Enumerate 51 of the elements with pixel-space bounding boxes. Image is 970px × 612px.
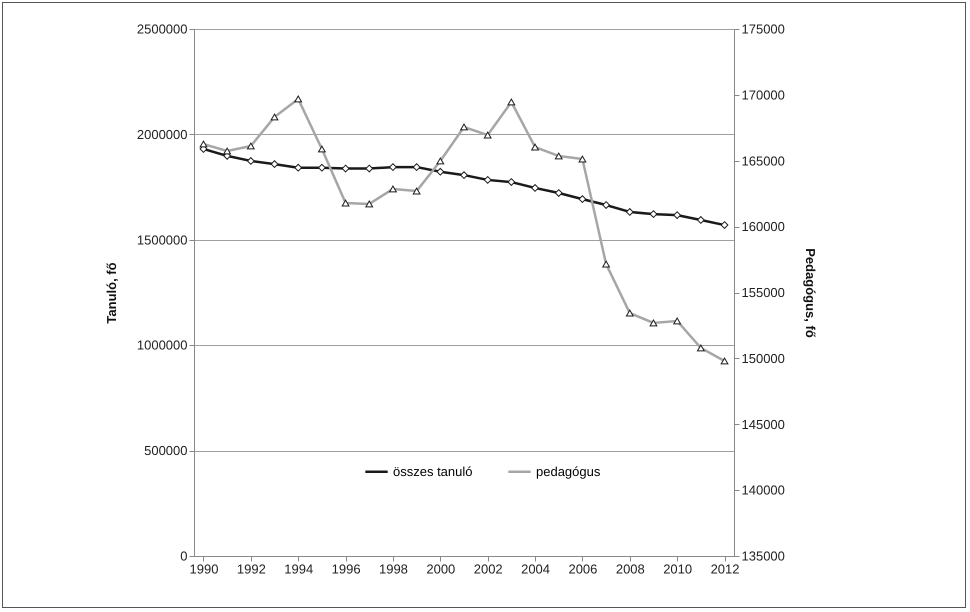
x-tick-label: 1994	[284, 562, 314, 576]
x-tick-label: 2002	[474, 562, 503, 576]
y-tick-label: 1000000	[136, 338, 188, 353]
y2-tick-label: 145000	[742, 416, 785, 432]
point	[365, 164, 374, 172]
point	[508, 178, 516, 186]
point	[342, 164, 350, 172]
y2-tick-label: 175000	[742, 22, 785, 36]
y-axis-title: Tanuló, fő	[104, 262, 119, 324]
point	[602, 201, 610, 209]
y2-tick-label: 150000	[742, 350, 785, 366]
y2-axis-title: Pedagógus, fő	[802, 248, 818, 338]
point	[720, 221, 728, 229]
x-tick-label: 1998	[378, 562, 408, 576]
x-tick-label: 1990	[190, 562, 218, 576]
point	[626, 208, 634, 216]
x-tick-label: 2008	[616, 562, 645, 576]
x-tick-label: 2012	[710, 562, 740, 576]
x-tick-label: 2010	[663, 562, 692, 576]
y2-tick-label: 165000	[742, 153, 785, 168]
y2-tick-label: 170000	[742, 87, 785, 102]
y-tick-label: 2000000	[136, 126, 188, 142]
point	[484, 176, 492, 184]
point	[554, 189, 563, 197]
y2-tick-label: 160000	[742, 219, 785, 234]
point	[696, 216, 705, 224]
y2-tick-label: 135000	[742, 548, 785, 564]
y-tick-label: 500000	[144, 443, 188, 458]
y-tick-label: 0	[180, 548, 188, 564]
x-tick-label: 2000	[426, 562, 456, 576]
point	[318, 164, 326, 172]
point	[650, 210, 658, 218]
y-tick-label: 2500000	[136, 22, 188, 36]
legend-label: pedagógus	[536, 464, 601, 479]
point	[436, 168, 444, 176]
legend-label: összes tanuló	[393, 464, 472, 479]
point	[389, 163, 397, 171]
point	[246, 157, 255, 165]
y2-tick-label: 155000	[742, 285, 785, 300]
x-tick-label: 2006	[568, 562, 598, 576]
point	[531, 184, 539, 192]
y-tick-label: 1500000	[136, 232, 188, 248]
point	[673, 211, 682, 219]
point	[578, 195, 586, 203]
x-tick-label: 1992	[236, 562, 266, 576]
point	[270, 160, 278, 168]
y2-tick-label: 140000	[742, 482, 785, 498]
x-tick-label: 2004	[521, 562, 550, 576]
point	[460, 171, 468, 179]
point	[412, 163, 420, 171]
x-tick-label: 1996	[332, 562, 361, 576]
